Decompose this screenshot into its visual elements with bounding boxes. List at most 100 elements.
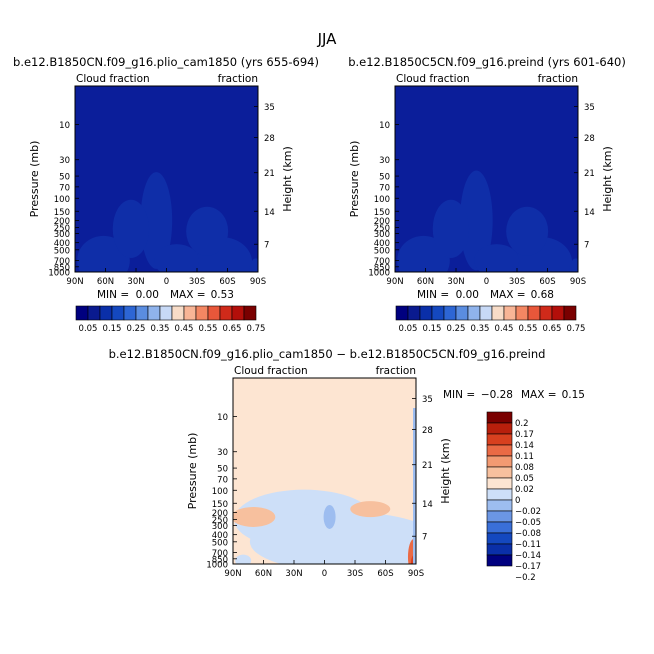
height-tick-label: 35 [422, 395, 433, 405]
left-field-label: Cloud fraction [76, 73, 150, 85]
latitude-tick-label: 60N [417, 277, 434, 287]
colorbar-swatch [171, 305, 185, 321]
pressure-tick-label: 200 [212, 509, 228, 519]
pressure-tick-label: 850 [54, 263, 70, 273]
colorbar-swatch [563, 305, 577, 321]
colorbar-label: 0.05 [79, 324, 98, 334]
colorbar-label: −0.11 [515, 540, 541, 550]
height-axis-label: Height (km) [439, 438, 452, 504]
colorbar-swatch [455, 305, 469, 321]
pressure-tick-label: 850 [212, 555, 228, 565]
cloud-contour [249, 258, 258, 272]
cloud-fraction-field [395, 86, 578, 272]
colorbar-label: 0.75 [247, 324, 266, 334]
pressure-tick-label: 200 [54, 217, 70, 227]
panel-difference: b.e12.B1850CN.f09_g16.plio_cam1850 − b.e… [109, 347, 585, 583]
cloud-fraction-field [75, 86, 258, 272]
negative-anomaly [413, 408, 416, 564]
colorbar-swatch [431, 305, 445, 321]
colorbar-label: −0.17 [515, 562, 541, 572]
pressure-tick-label: 10 [59, 121, 70, 131]
pressure-tick-label: 250 [374, 224, 390, 234]
latitude-tick-label: 60N [97, 277, 114, 287]
min-label: MIN = [97, 289, 129, 301]
left-field-label: Cloud fraction [396, 73, 470, 85]
pressure-axis-label: Pressure (mb) [186, 433, 199, 510]
colorbar-swatch [467, 305, 481, 321]
colorbar-label: 0.65 [223, 324, 242, 334]
pressure-tick-label: 50 [59, 173, 70, 183]
cloud-contour [140, 172, 173, 269]
max-label: MAX = [170, 289, 206, 301]
difference-field [233, 378, 416, 564]
latitude-tick-label: 90S [570, 277, 586, 287]
cloud-contour [186, 206, 229, 256]
latitude-tick-label: 60S [539, 277, 555, 287]
colorbar-label: 0.02 [515, 485, 534, 495]
pressure-axis-label: Pressure (mb) [348, 141, 361, 218]
pressure-tick-label: 70 [379, 183, 390, 193]
colorbar: 0.05 0.15 0.25 0.35 0.45 0.55 0.65 0.75 [395, 305, 585, 334]
latitude-tick-label: 30N [285, 569, 302, 579]
colorbar-swatch [486, 433, 513, 446]
colorbar-label: 0.55 [519, 324, 538, 334]
latitude-axis: 90N 60N 30N 0 30S 60S 90S [66, 268, 266, 287]
colorbar-swatch [539, 305, 553, 321]
colorbar-swatch [486, 466, 513, 479]
pressure-tick-label: 250 [212, 516, 228, 526]
height-tick-label: 21 [264, 169, 275, 179]
latitude-tick-label: 90N [386, 277, 403, 287]
colorbar-swatch [231, 305, 245, 321]
colorbar-swatch [479, 305, 493, 321]
colorbar-label: 0.65 [543, 324, 562, 334]
colorbar-swatch [551, 305, 565, 321]
colorbar-label: 0.17 [515, 430, 534, 440]
min-value: 0.00 [136, 289, 159, 301]
max-value: 0.68 [531, 289, 554, 301]
colorbar-label: 0.35 [471, 324, 490, 334]
figure-season-title: JJA [317, 30, 338, 48]
height-axis-label: Height (km) [281, 146, 294, 212]
colorbar-label: 0.55 [199, 324, 218, 334]
pressure-tick-label: 850 [374, 263, 390, 273]
height-tick-label: 35 [584, 103, 595, 113]
height-tick-label: 21 [422, 461, 433, 471]
latitude-tick-label: 0 [322, 569, 327, 579]
pressure-tick-label: 1000 [48, 269, 70, 279]
colorbar-swatch [419, 305, 433, 321]
height-tick-label: 14 [584, 208, 595, 218]
latitude-tick-label: 90N [66, 277, 83, 287]
latitude-tick-label: 30N [127, 277, 144, 287]
max-value: 0.53 [211, 289, 234, 301]
pressure-tick-label: 150 [374, 208, 390, 218]
height-tick-label: 14 [264, 208, 275, 218]
colorbar-label: −0.14 [515, 551, 541, 561]
height-tick-label: 21 [584, 169, 595, 179]
height-tick-label: 28 [264, 134, 275, 144]
negative-anomaly [249, 511, 416, 564]
pressure-tick-label: 300 [374, 230, 390, 240]
pressure-tick-label: 300 [212, 522, 228, 532]
min-value: −0.28 [481, 389, 513, 401]
colorbar-swatch [486, 532, 513, 545]
left-field-label: Cloud fraction [234, 365, 308, 377]
pressure-tick-label: 700 [54, 257, 70, 267]
colorbar-swatch [515, 305, 529, 321]
colorbar-label: −0.08 [515, 529, 541, 539]
height-axis: 35 28 21 14 7 [574, 103, 595, 251]
pressure-tick-label: 30 [59, 156, 70, 166]
colorbar-label: 0 [515, 496, 520, 506]
latitude-tick-label: 0 [164, 277, 169, 287]
latitude-tick-label: 30N [447, 277, 464, 287]
pressure-tick-label: 50 [379, 173, 390, 183]
colorbar-swatch [135, 305, 149, 321]
panel-preind-cloud-fraction: b.e12.B1850C5CN.f09_g16.preind (yrs 601-… [348, 55, 626, 334]
min-label: MIN = [417, 289, 449, 301]
colorbar-swatch [207, 305, 221, 321]
height-axis-label: Height (km) [601, 146, 614, 212]
min-label: MIN = [443, 389, 475, 401]
latitude-tick-label: 0 [484, 277, 489, 287]
